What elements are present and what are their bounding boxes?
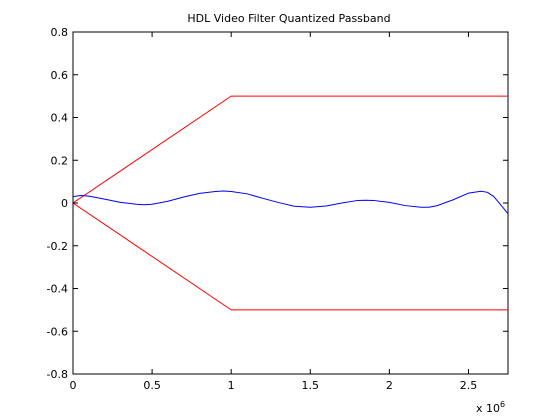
y-tick-label: -0.4	[47, 283, 68, 296]
axes: 0 0.5 1 1.5 2 2.5 -0.8 -0.6 -0.4 -0.2 0 0.2 0.4 0.6 0.…	[47, 26, 508, 392]
y-tick-label: -0.6	[47, 325, 68, 338]
x-tick-label: 1	[228, 379, 235, 392]
series-line-3	[73, 190, 508, 215]
y-tick-label: 0.2	[51, 154, 69, 167]
plot-area	[72, 31, 509, 375]
x-tick-label: 0	[70, 379, 77, 392]
series-line-2	[73, 202, 508, 311]
series-line-1	[73, 95, 508, 204]
y-tick-label: 0.4	[51, 112, 69, 125]
y-tick-label: -0.2	[47, 240, 68, 253]
x-exponent-base: x 10	[476, 402, 500, 415]
y-tick-label: -0.8	[47, 368, 68, 381]
x-exponent-power: 6	[500, 400, 505, 409]
x-tick-label: 2.5	[460, 379, 478, 392]
y-tick-label: 0.6	[51, 69, 69, 82]
x-axis-exponent-label: x 106	[476, 400, 505, 415]
y-tick-label: 0	[61, 197, 68, 210]
chart-title: HDL Video Filter Quantized Passband	[187, 12, 390, 25]
series-group	[73, 95, 508, 311]
axes-box	[72, 31, 509, 375]
x-tick-label: 1.5	[302, 379, 320, 392]
x-tick-label: 2	[386, 379, 393, 392]
x-tick-label: 0.5	[143, 379, 161, 392]
y-tick-label: 0.8	[51, 26, 69, 39]
